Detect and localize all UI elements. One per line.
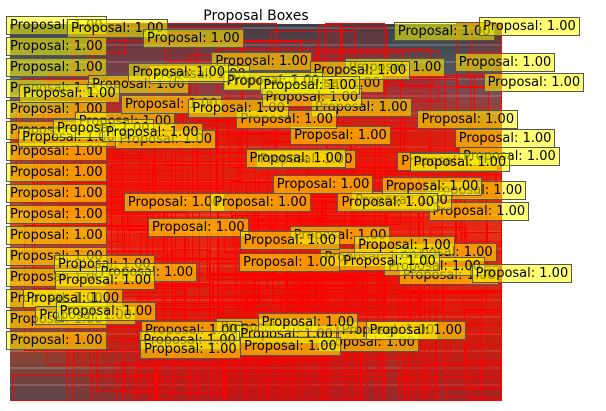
proposal-box (399, 376, 502, 401)
proposal-score-label: Proposal: 1.00 (140, 340, 241, 360)
proposal-score-label: Proposal: 1.00 (6, 163, 107, 182)
proposal-score-label: Proposal: 1.00 (428, 201, 530, 221)
proposal-box (139, 148, 224, 190)
proposal-box (465, 343, 502, 387)
proposal-score-label: Proposal: 1.00 (337, 193, 439, 213)
proposal-score-label: Proposal: 1.00 (454, 52, 556, 72)
proposal-box (426, 363, 502, 401)
proposal-score-label: Proposal: 1.00 (66, 19, 168, 39)
photo-stripe (10, 129, 502, 131)
photo-stripe (10, 146, 502, 148)
photo-stripe (10, 95, 502, 97)
photo-stripe (10, 384, 502, 386)
proposal-score-label: Proposal: 1.00 (365, 321, 467, 341)
proposal-score-label: Proposal: 1.00 (210, 192, 311, 212)
proposal-score-label: Proposal: 1.00 (239, 230, 341, 250)
proposal-score-label: Proposal: 1.00 (479, 16, 580, 36)
proposal-box (211, 274, 385, 303)
photo-stripe (10, 44, 502, 46)
proposal-score-label: Proposal: 1.00 (6, 37, 107, 56)
proposal-box (402, 290, 502, 401)
proposal-score-label: Proposal: 1.00 (6, 226, 107, 245)
proposal-score-label: Proposal: 1.00 (339, 252, 440, 272)
proposal-score-label: Proposal: 1.00 (128, 63, 230, 83)
proposal-score-label: Proposal: 1.00 (239, 253, 340, 273)
proposal-score-label: Proposal: 1.00 (102, 123, 203, 143)
proposal-score-label: Proposal: 1.00 (6, 331, 107, 350)
proposal-score-label: Proposal: 1.00 (354, 236, 455, 256)
proposal-score-label: Proposal: 1.00 (417, 110, 519, 130)
proposal-score-label: Proposal: 1.00 (309, 61, 411, 81)
proposal-score-label: Proposal: 1.00 (55, 302, 157, 322)
proposal-score-label: Proposal: 1.00 (290, 126, 391, 146)
proposal-score-label: Proposal: 1.00 (148, 218, 249, 238)
proposal-box (148, 381, 172, 401)
proposal-box (90, 376, 200, 401)
proposal-score-label: Proposal: 1.00 (6, 142, 107, 161)
proposal-score-label: Proposal: 1.00 (471, 263, 573, 283)
proposal-score-label: Proposal: 1.00 (143, 29, 244, 49)
proposal-score-label: Proposal: 1.00 (409, 153, 511, 173)
proposal-score-label: Proposal: 1.00 (123, 193, 225, 213)
proposal-score-label: Proposal: 1.00 (272, 174, 374, 194)
proposal-score-label: Proposal: 1.00 (240, 337, 341, 357)
proposal-score-label: Proposal: 1.00 (454, 129, 556, 149)
proposal-score-label: Proposal: 1.00 (18, 84, 120, 104)
proposal-score-label: Proposal: 1.00 (259, 75, 361, 95)
figure-title: Proposal Boxes (203, 8, 309, 24)
proposal-score-label: Proposal: 1.00 (6, 58, 107, 77)
photo-stripe (10, 27, 502, 29)
proposal-score-label: Proposal: 1.00 (54, 271, 156, 291)
proposal-score-label: Proposal: 1.00 (6, 205, 107, 224)
proposal-score-label: Proposal: 1.00 (6, 184, 107, 203)
proposal-score-label: Proposal: 1.00 (257, 312, 359, 332)
proposal-box (469, 376, 502, 401)
proposal-box (116, 362, 209, 401)
proposal-score-label: Proposal: 1.00 (245, 149, 347, 169)
proposal-score-label: Proposal: 1.00 (393, 22, 495, 42)
photo-stripe (10, 367, 502, 369)
proposal-score-label: Proposal: 1.00 (483, 72, 585, 92)
